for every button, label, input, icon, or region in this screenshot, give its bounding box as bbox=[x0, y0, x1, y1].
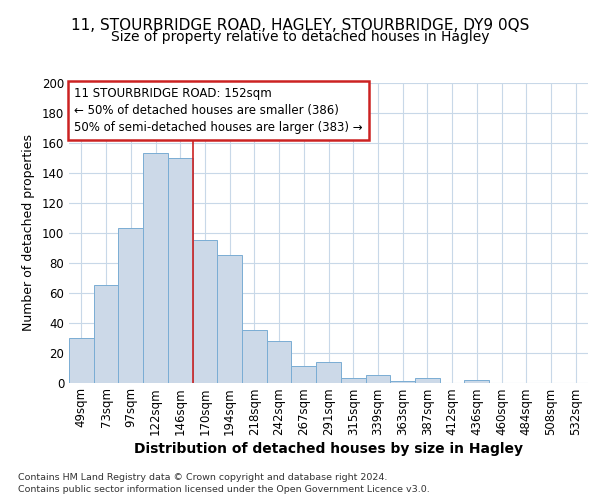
Bar bbox=[94, 285, 118, 382]
Bar bbox=[415, 378, 440, 382]
Bar bbox=[365, 375, 390, 382]
Bar bbox=[217, 255, 242, 382]
Bar bbox=[464, 380, 489, 382]
Text: 11 STOURBRIDGE ROAD: 152sqm
← 50% of detached houses are smaller (386)
50% of se: 11 STOURBRIDGE ROAD: 152sqm ← 50% of det… bbox=[74, 87, 363, 134]
Bar bbox=[118, 228, 143, 382]
Bar bbox=[242, 330, 267, 382]
X-axis label: Distribution of detached houses by size in Hagley: Distribution of detached houses by size … bbox=[134, 442, 523, 456]
Bar bbox=[168, 158, 193, 382]
Bar bbox=[292, 366, 316, 382]
Text: Size of property relative to detached houses in Hagley: Size of property relative to detached ho… bbox=[111, 30, 489, 44]
Bar bbox=[267, 340, 292, 382]
Bar bbox=[69, 338, 94, 382]
Bar bbox=[390, 381, 415, 382]
Bar bbox=[316, 362, 341, 382]
Text: Contains HM Land Registry data © Crown copyright and database right 2024.: Contains HM Land Registry data © Crown c… bbox=[18, 472, 388, 482]
Text: 11, STOURBRIDGE ROAD, HAGLEY, STOURBRIDGE, DY9 0QS: 11, STOURBRIDGE ROAD, HAGLEY, STOURBRIDG… bbox=[71, 18, 529, 32]
Bar bbox=[193, 240, 217, 382]
Bar bbox=[143, 153, 168, 382]
Y-axis label: Number of detached properties: Number of detached properties bbox=[22, 134, 35, 331]
Bar bbox=[341, 378, 365, 382]
Text: Contains public sector information licensed under the Open Government Licence v3: Contains public sector information licen… bbox=[18, 485, 430, 494]
